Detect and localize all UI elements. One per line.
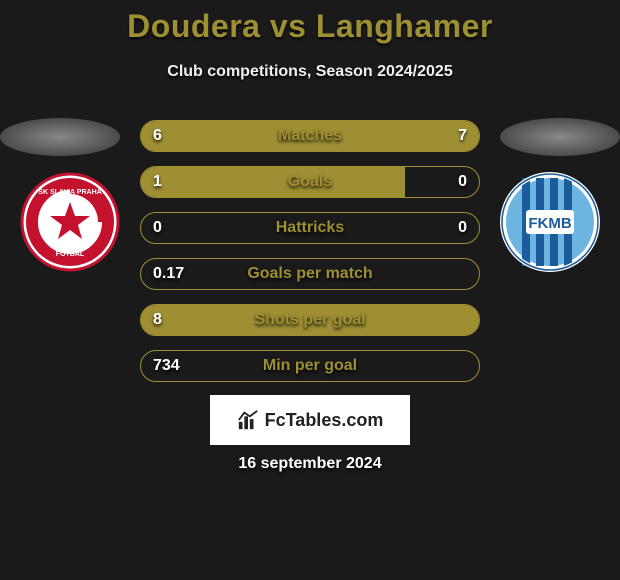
- stat-label: Hattricks: [141, 219, 479, 237]
- team-crest-right: FKMB: [500, 172, 600, 272]
- stat-label: Min per goal: [141, 357, 479, 375]
- stat-row: 734Min per goal: [140, 350, 480, 382]
- svg-text:FOTBAL: FOTBAL: [56, 251, 85, 258]
- stat-row: 8Shots per goal: [140, 304, 480, 336]
- slavia-crest-icon: SK SLAVIA PRAHA FOTBAL: [20, 172, 120, 272]
- page-title: Doudera vs Langhamer: [0, 0, 620, 45]
- stat-label: Matches: [141, 127, 479, 145]
- brand-badge[interactable]: FcTables.com: [210, 395, 410, 445]
- subtitle: Club competitions, Season 2024/2025: [0, 63, 620, 81]
- stat-row: 00Hattricks: [140, 212, 480, 244]
- badge-shadow-right: [500, 118, 620, 156]
- stat-row: 10Goals: [140, 166, 480, 198]
- brand-text: FcTables.com: [265, 410, 384, 431]
- svg-text:FKMB: FKMB: [528, 215, 571, 232]
- badge-shadow-left: [0, 118, 120, 156]
- stat-label: Shots per goal: [141, 311, 479, 329]
- date-text: 16 september 2024: [0, 455, 620, 473]
- team-crest-left: SK SLAVIA PRAHA FOTBAL: [20, 172, 120, 272]
- stat-label: Goals per match: [141, 265, 479, 283]
- stat-row: 67Matches: [140, 120, 480, 152]
- bar-chart-icon: [237, 409, 259, 431]
- stat-row: 0.17Goals per match: [140, 258, 480, 290]
- svg-text:SK SLAVIA PRAHA: SK SLAVIA PRAHA: [38, 189, 101, 196]
- stat-label: Goals: [141, 173, 479, 191]
- comparison-bars: 67Matches 10Goals 00Hattricks 0.17Goals per…: [140, 120, 480, 396]
- fkmb-crest-icon: FKMB: [500, 172, 600, 272]
